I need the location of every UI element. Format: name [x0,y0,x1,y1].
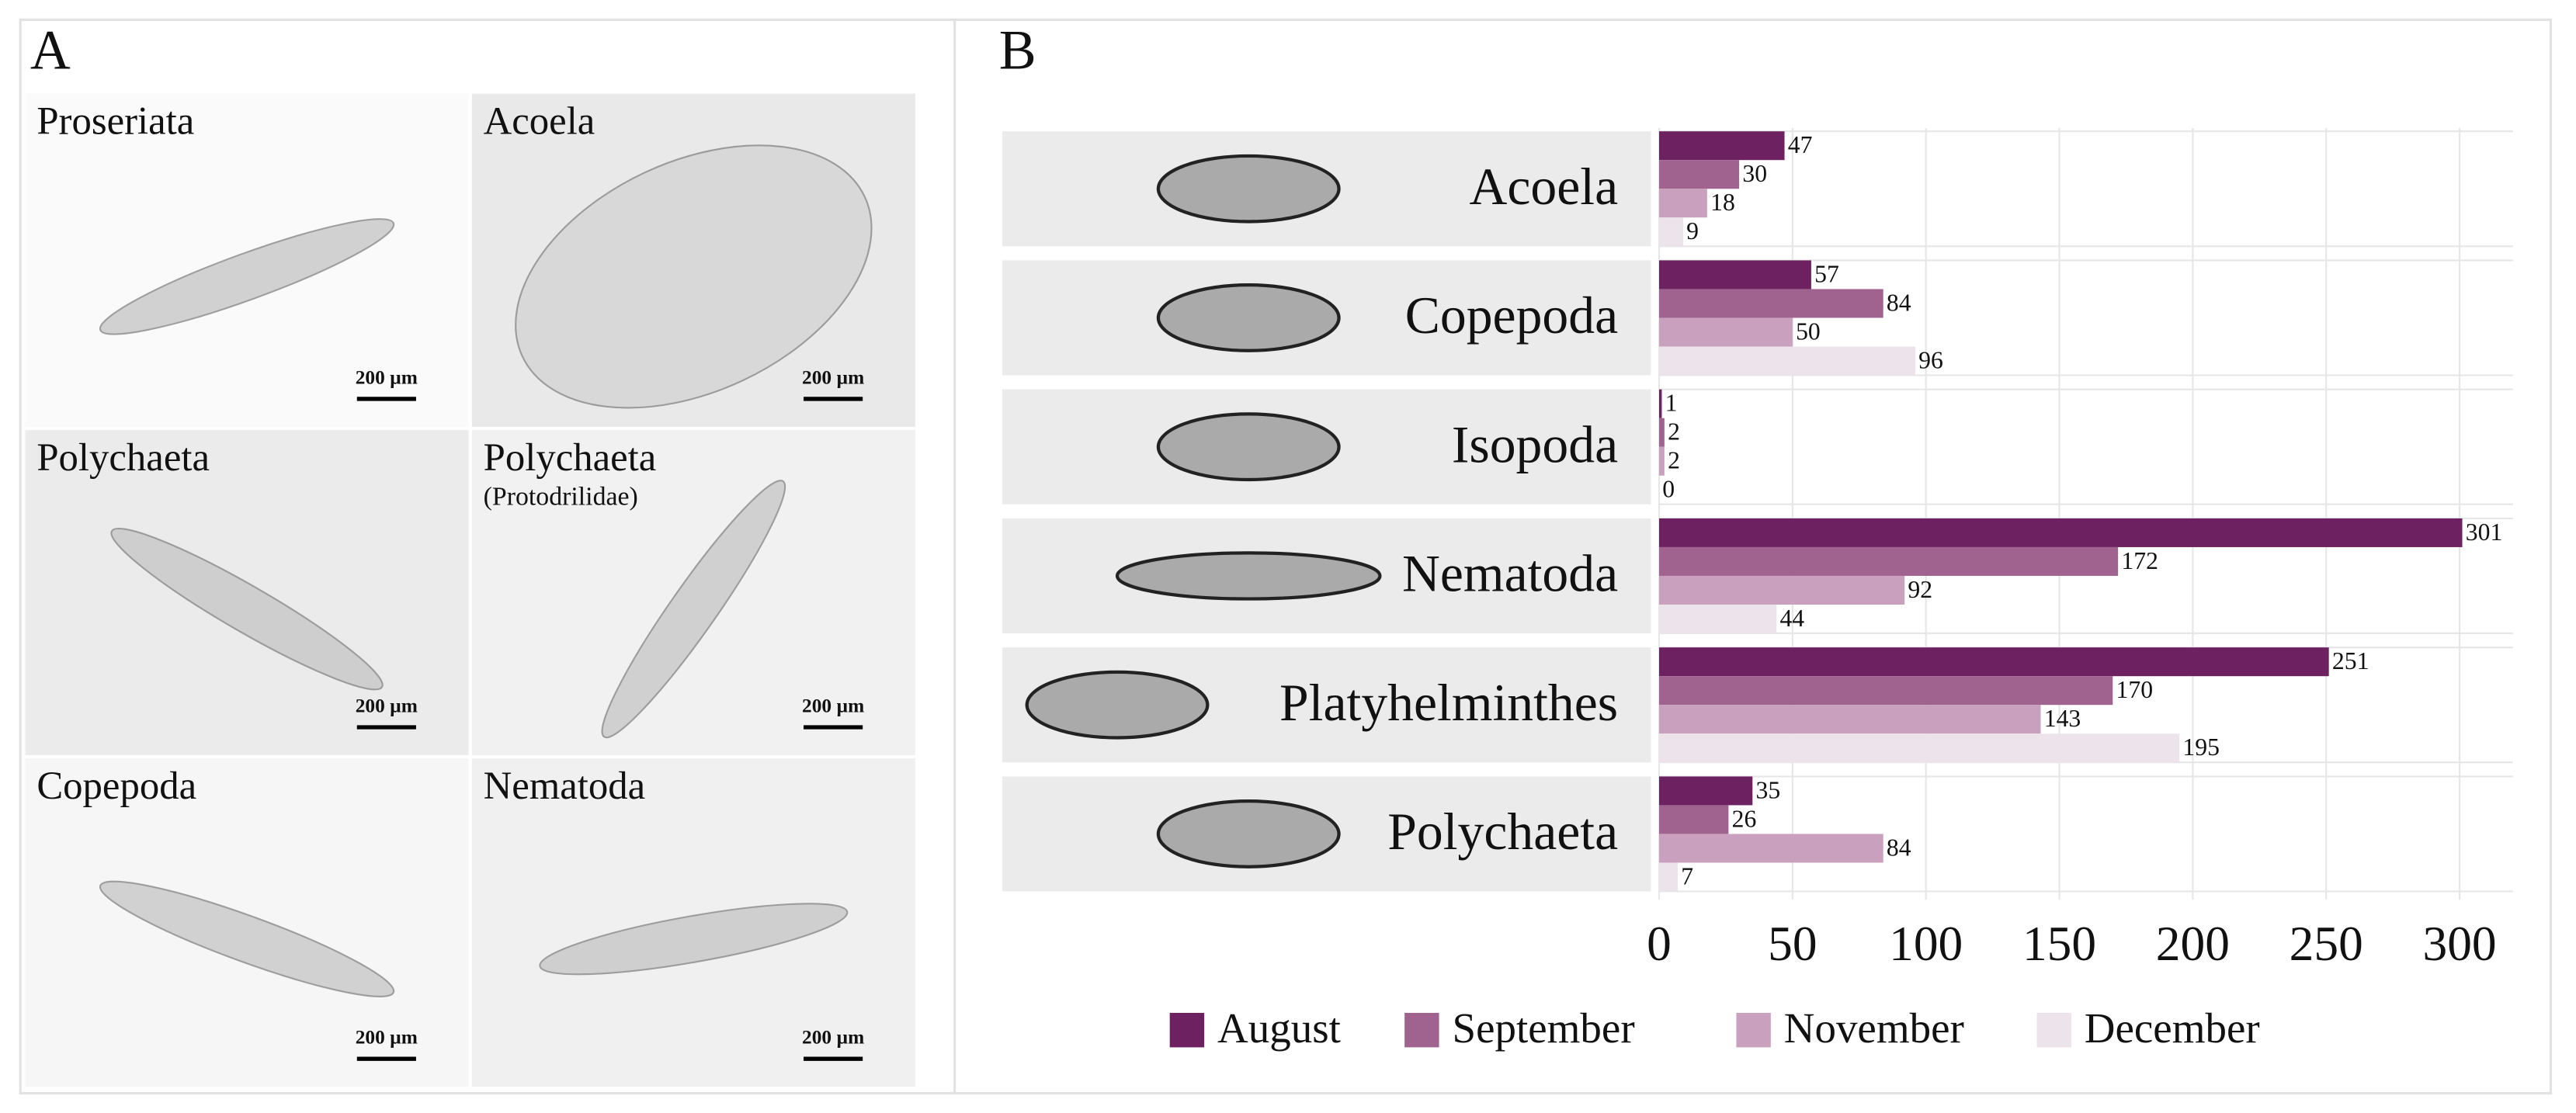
panel-label: B [999,19,1036,81]
value-label: 301 [2466,518,2503,546]
value-label: 57 [1814,260,1839,287]
bar [1659,131,1785,161]
value-label: 2 [1668,418,1680,446]
bar [1659,217,1683,247]
bar [1659,647,2329,677]
specimen [601,480,786,739]
bar [1659,418,1665,447]
value-label: 84 [1887,289,1911,316]
bar [1659,676,2113,706]
bar [1659,260,1811,290]
bar [1659,705,2041,734]
legend-label: August [1217,1004,1341,1052]
frame [19,18,2553,1095]
scale-bar-label: 200 µm [356,695,418,716]
value-label: 1 [1665,390,1678,417]
value-label: 26 [1732,805,1757,832]
bar [1659,546,2119,576]
bar [1659,389,1662,418]
bar [1659,733,2180,763]
value-label: 84 [1887,834,1911,861]
image-label: Nematoda [484,764,646,807]
image-label: Copepoda [36,764,196,807]
image-sublabel: (Protodrilidae) [484,483,638,511]
bar [1659,346,1915,376]
legend-label: September [1453,1004,1635,1052]
x-tick-label: 200 [2156,916,2230,971]
value-label: 44 [1779,605,1804,632]
bar [1659,575,1905,605]
x-tick-label: 100 [1889,916,1963,971]
scale-bar-label: 200 µm [802,366,864,388]
value-label: 172 [2121,547,2158,574]
value-label: 143 [2044,705,2081,732]
bar [1659,446,1665,476]
panel-label: A [30,19,71,81]
category-icon [1156,283,1341,352]
x-tick-label: 150 [2022,916,2096,971]
bar [1659,604,1777,633]
value-label: 18 [1710,189,1735,216]
category-icon [1025,670,1210,740]
category-label: Copepoda [1405,286,1618,345]
category-icon [1115,551,1382,601]
legend-swatch [1736,1012,1771,1048]
scale-bar-label: 200 µm [802,695,864,716]
category-label: Nematoda [1402,545,1618,603]
value-label: 30 [1742,160,1767,187]
value-label: 47 [1788,131,1813,158]
specimen [515,144,873,409]
bar [1659,160,1740,189]
bar [1659,518,2463,547]
scale-bar-label: 200 µm [802,1027,864,1049]
legend-swatch [1169,1012,1205,1048]
value-label: 170 [2116,676,2154,703]
bar [1659,289,1883,318]
legend-label: November [1784,1004,1964,1052]
category-label: Acoela [1469,158,1618,216]
x-tick-label: 250 [2290,916,2363,971]
scale-bar-label: 200 µm [356,366,418,388]
bar [1659,317,1793,347]
bar [1659,776,1753,806]
value-label: 50 [1796,317,1821,345]
image-label: Proseriata [36,99,194,142]
category-icon [1156,412,1341,482]
image-label: Acoela [484,99,595,142]
value-label: 251 [2332,647,2369,674]
specimen [539,903,849,976]
value-label: 7 [1681,862,1693,889]
category-label: Platyhelminthes [1279,674,1618,732]
legend-swatch [1404,1012,1439,1048]
scale-bar-label: 200 µm [356,1027,418,1049]
specimen [110,527,384,691]
bar [1659,805,1729,834]
image-label: Polychaeta [484,435,657,479]
value-label: 195 [2182,733,2220,761]
legend-swatch [2036,1012,2071,1048]
value-label: 9 [1686,217,1699,244]
value-label: 92 [1908,576,1932,603]
value-label: 96 [1918,346,1943,373]
value-label: 2 [1668,447,1680,474]
value-label: 35 [1756,776,1781,803]
category-icon [1156,154,1341,224]
bar [1659,834,1883,863]
bar [1659,862,1679,892]
x-tick-label: 0 [1647,916,1672,971]
specimen [99,880,395,998]
category-label: Isopoda [1452,415,1618,473]
legend-label: December [2085,1004,2260,1052]
x-tick-label: 50 [1768,916,1817,971]
category-label: Polychaeta [1387,803,1618,861]
specimen [99,218,395,335]
image-label: Polychaeta [36,435,210,479]
x-tick-label: 300 [2423,916,2497,971]
bar [1659,189,1707,218]
value-label: 0 [1662,476,1675,503]
category-icon [1156,799,1341,869]
